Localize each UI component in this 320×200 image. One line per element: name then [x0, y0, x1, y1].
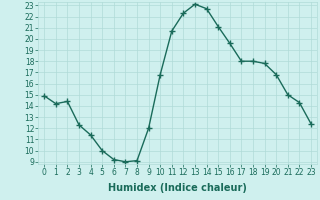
X-axis label: Humidex (Indice chaleur): Humidex (Indice chaleur)	[108, 183, 247, 193]
